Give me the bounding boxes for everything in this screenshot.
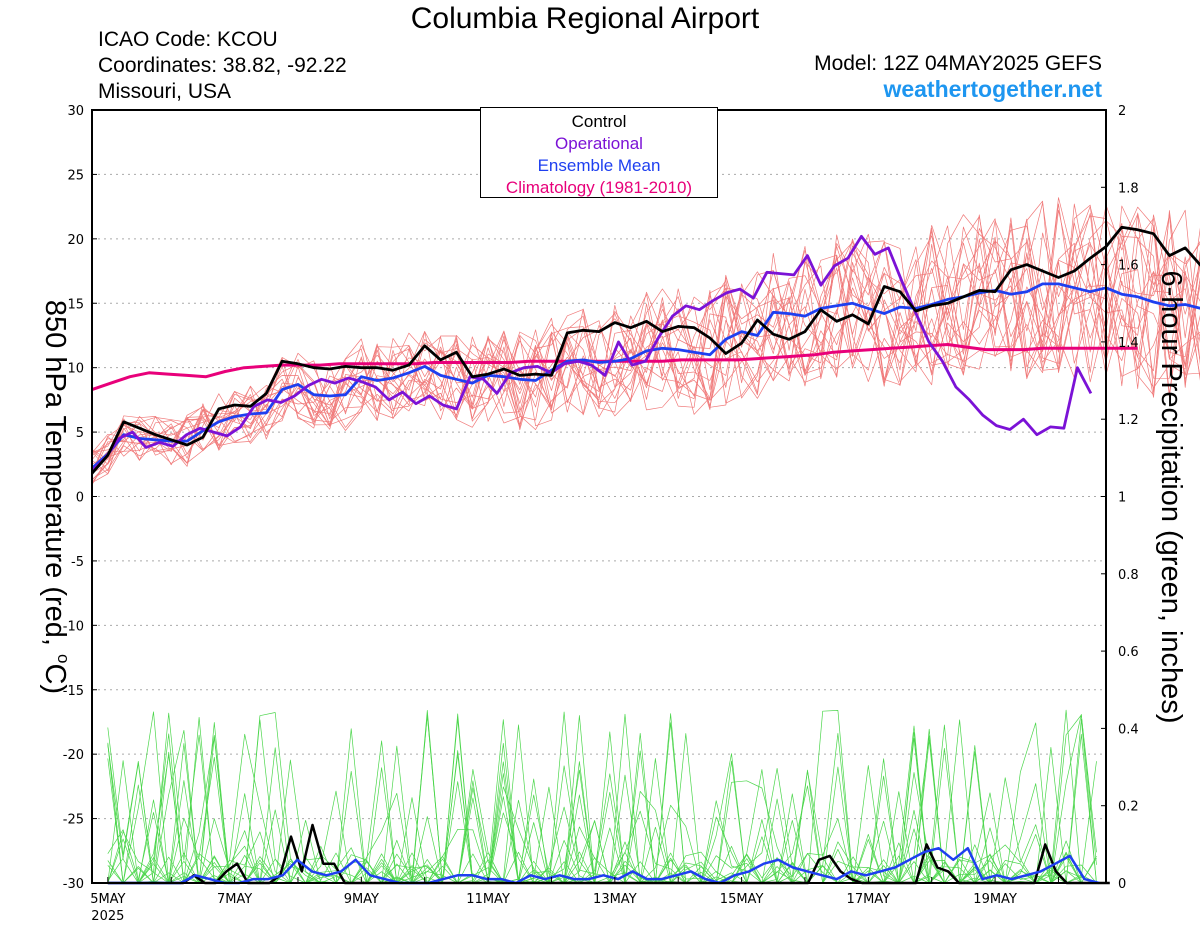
precipitation-member-line (107, 714, 1097, 884)
precipitation-member-line (107, 719, 1097, 884)
precipitation-member-line (107, 714, 1097, 884)
x-tick-label: 5MAY (90, 892, 125, 907)
left-axis-ticks: 30 25 20 15 10 5 0 -5 -10 -15 -20 -25 -30 (63, 104, 97, 892)
ensemble-members (91, 197, 1200, 884)
temperature-member-line (91, 210, 1200, 481)
icao-code: ICAO Code: KCOU (98, 28, 278, 51)
coordinates: Coordinates: 38.82, -92.22 (98, 54, 347, 77)
right-tick-label: 2 (1118, 104, 1126, 119)
temperature-member-line (91, 206, 1200, 456)
right-tick-label: 0.6 (1118, 645, 1139, 660)
right-tick-label: 1.8 (1118, 181, 1139, 196)
plot-frame (91, 109, 1107, 884)
series-lines (90, 225, 1200, 885)
right-tick-label: 1 (1118, 491, 1126, 506)
right-tick-label: 1.2 (1118, 413, 1139, 428)
region: Missouri, USA (98, 80, 232, 103)
temperature-member-line (91, 204, 1200, 480)
model-run: Model: 12Z 04MAY2025 GEFS (814, 52, 1102, 75)
temperature-member-line (91, 240, 1200, 483)
precipitation-member-line (107, 713, 1097, 884)
legend-climatology: Climatology (1981-2010) (505, 178, 693, 197)
left-tick-label: -20 (63, 748, 84, 763)
right-axis-label: 6-hour Precipitation (green, inches) (1155, 271, 1187, 724)
x-tick-label: 15MAY (720, 892, 764, 907)
left-tick-label: -15 (63, 684, 84, 699)
operational-temp-line (91, 234, 1093, 472)
x-tick-label: 11MAY (466, 892, 510, 907)
x-tick-label: 7MAY (217, 892, 252, 907)
x-tick-label: 13MAY (593, 892, 637, 907)
left-tick-label: 0 (76, 491, 84, 506)
left-tick-label: -30 (63, 877, 84, 892)
legend: Control Operational Ensemble Mean Climat… (480, 107, 718, 198)
temperature-member-line (91, 214, 1200, 460)
control-temp-line (90, 225, 1200, 475)
x-tick-label: 17MAY (847, 892, 891, 907)
temperature-member-line (91, 204, 1200, 485)
precipitation-member-line (107, 714, 1097, 884)
left-tick-label: 25 (67, 168, 84, 183)
legend-ensemble-mean: Ensemble Mean (537, 156, 661, 175)
precipitation-member-line (107, 713, 1097, 884)
x-tick-label: 19MAY (973, 892, 1017, 907)
left-axis-label: 850 hPa Temperature (red, oC) (39, 300, 73, 694)
left-tick-label: 20 (67, 233, 84, 248)
chart-title: Columbia Regional Airport (410, 2, 760, 35)
left-tick-label: 15 (67, 297, 84, 312)
x-tick-label: 9MAY (344, 892, 379, 907)
right-tick-label: 0.4 (1118, 722, 1139, 737)
left-tick-label: -25 (63, 813, 84, 828)
right-tick-label: 0 (1118, 877, 1126, 892)
right-tick-label: 0.2 (1118, 800, 1139, 815)
gridlines (92, 173, 1106, 820)
x-tick-year: 2025 (91, 909, 124, 924)
precipitation-member-line (107, 718, 1097, 884)
left-tick-label: -10 (63, 619, 84, 634)
precipitation-member-line (107, 713, 1097, 884)
site-link[interactable]: weathertogether.net (883, 76, 1102, 102)
ensemble-mean-temp-line (91, 282, 1200, 470)
x-axis-ticks: 5MAY 2025 7MAY 9MAY 11MAY 13MAY 15MAY 17MAY 19MA… (90, 877, 1059, 924)
right-tick-label: 1.4 (1118, 336, 1139, 351)
precipitation-member-line (107, 712, 1097, 884)
ensemble-mean-precip-line (107, 846, 1100, 885)
right-axis-ticks: 2 1.8 1.6 1.4 1.2 1 0.8 0.6 0.4 0.2 0 (1101, 104, 1139, 892)
temperature-member-line (91, 218, 1200, 465)
temperature-member-line (91, 215, 1200, 467)
precipitation-member-line (107, 719, 1097, 884)
legend-control: Control (571, 112, 627, 131)
left-tick-label: 5 (76, 426, 84, 441)
right-tick-label: 1.6 (1118, 259, 1139, 274)
left-tick-label: -5 (71, 555, 84, 570)
right-tick-label: 0.8 (1118, 568, 1139, 583)
left-tick-label: 30 (67, 104, 84, 119)
legend-operational: Operational (555, 134, 643, 153)
temperature-member-line (91, 209, 1200, 477)
left-tick-label: 10 (67, 362, 84, 377)
